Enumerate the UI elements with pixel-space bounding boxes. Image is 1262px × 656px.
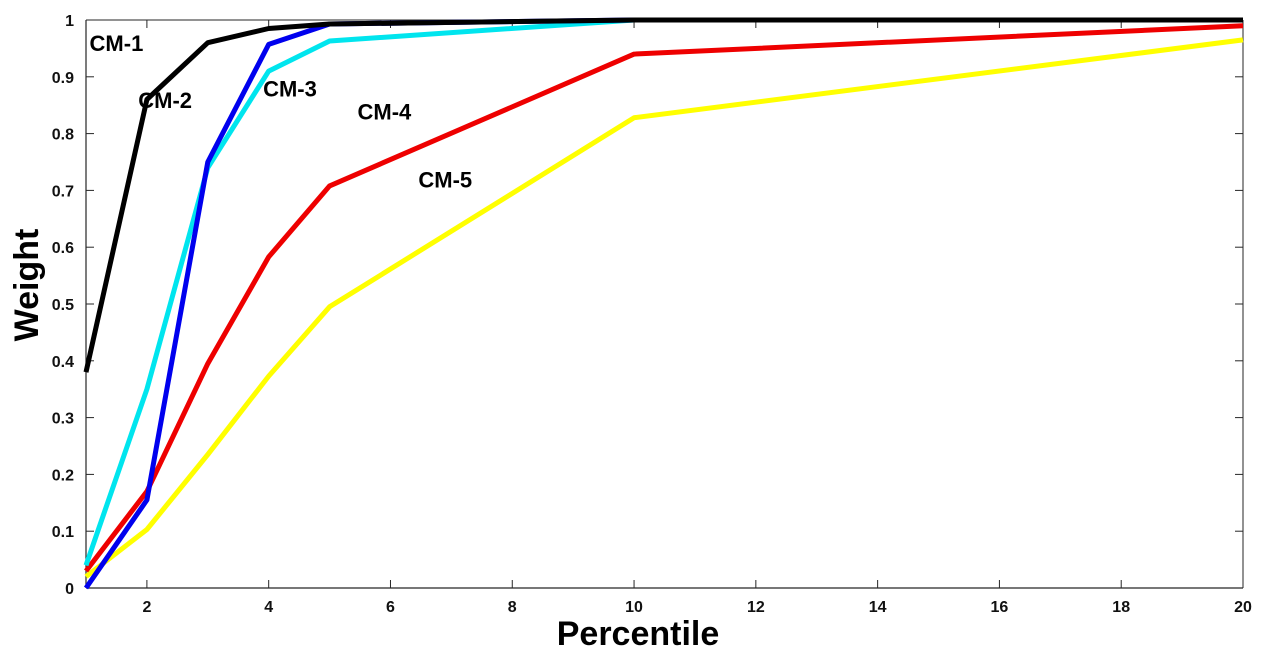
x-tick-label: 14 <box>869 599 887 616</box>
series-label-cm-1: CM-1 <box>90 31 144 56</box>
series-label-cm-2: CM-2 <box>138 88 192 113</box>
y-axis-title: Weight <box>8 229 46 342</box>
y-tick-label: 0.9 <box>52 70 74 87</box>
y-tick-label: 1 <box>65 13 74 30</box>
series-lines <box>83 17 1244 590</box>
series-line-cm-4 <box>84 23 1244 573</box>
series-line-cm-1 <box>83 17 1243 373</box>
y-tick-label: 0.5 <box>52 297 74 314</box>
x-tick-label: 8 <box>508 599 517 616</box>
series-label-cm-5: CM-5 <box>418 168 472 193</box>
series-annotations: CM-1 CM-2 CM-3 CM-4 CM-5 <box>90 31 473 192</box>
y-tick-label: 0.2 <box>52 467 74 484</box>
x-tick-label: 12 <box>747 599 765 616</box>
series-line-cm-5 <box>84 37 1244 579</box>
x-tick-label: 10 <box>625 599 643 616</box>
x-tick-label: 4 <box>264 599 273 616</box>
y-tick-label: 0.7 <box>52 183 74 200</box>
series-line-cm-3 <box>83 17 1243 567</box>
series-label-cm-3: CM-3 <box>263 77 317 102</box>
axes: 2 4 6 8 10 12 14 16 18 20 0 0.1 0.2 0.3 0.4 0.5 0.6 0.7 0.… <box>52 13 1252 616</box>
series-line-cm-2 <box>83 17 1243 590</box>
y-tick-label: 0.4 <box>52 354 74 371</box>
x-tick-label: 6 <box>386 599 395 616</box>
y-tick-label: 0.6 <box>52 240 74 257</box>
series-label-cm-4: CM-4 <box>357 99 412 124</box>
x-tick-label: 18 <box>1112 599 1130 616</box>
y-tick-label: 0.1 <box>52 524 74 541</box>
y-tick-label: 0.3 <box>52 411 74 428</box>
y-tick-label: 0 <box>65 581 74 598</box>
x-tick-label: 16 <box>991 599 1009 616</box>
x-tick-label: 20 <box>1234 599 1252 616</box>
y-tick-label: 0.8 <box>52 127 74 144</box>
x-axis-title: Percentile <box>557 615 720 653</box>
x-tick-label: 2 <box>142 599 151 616</box>
